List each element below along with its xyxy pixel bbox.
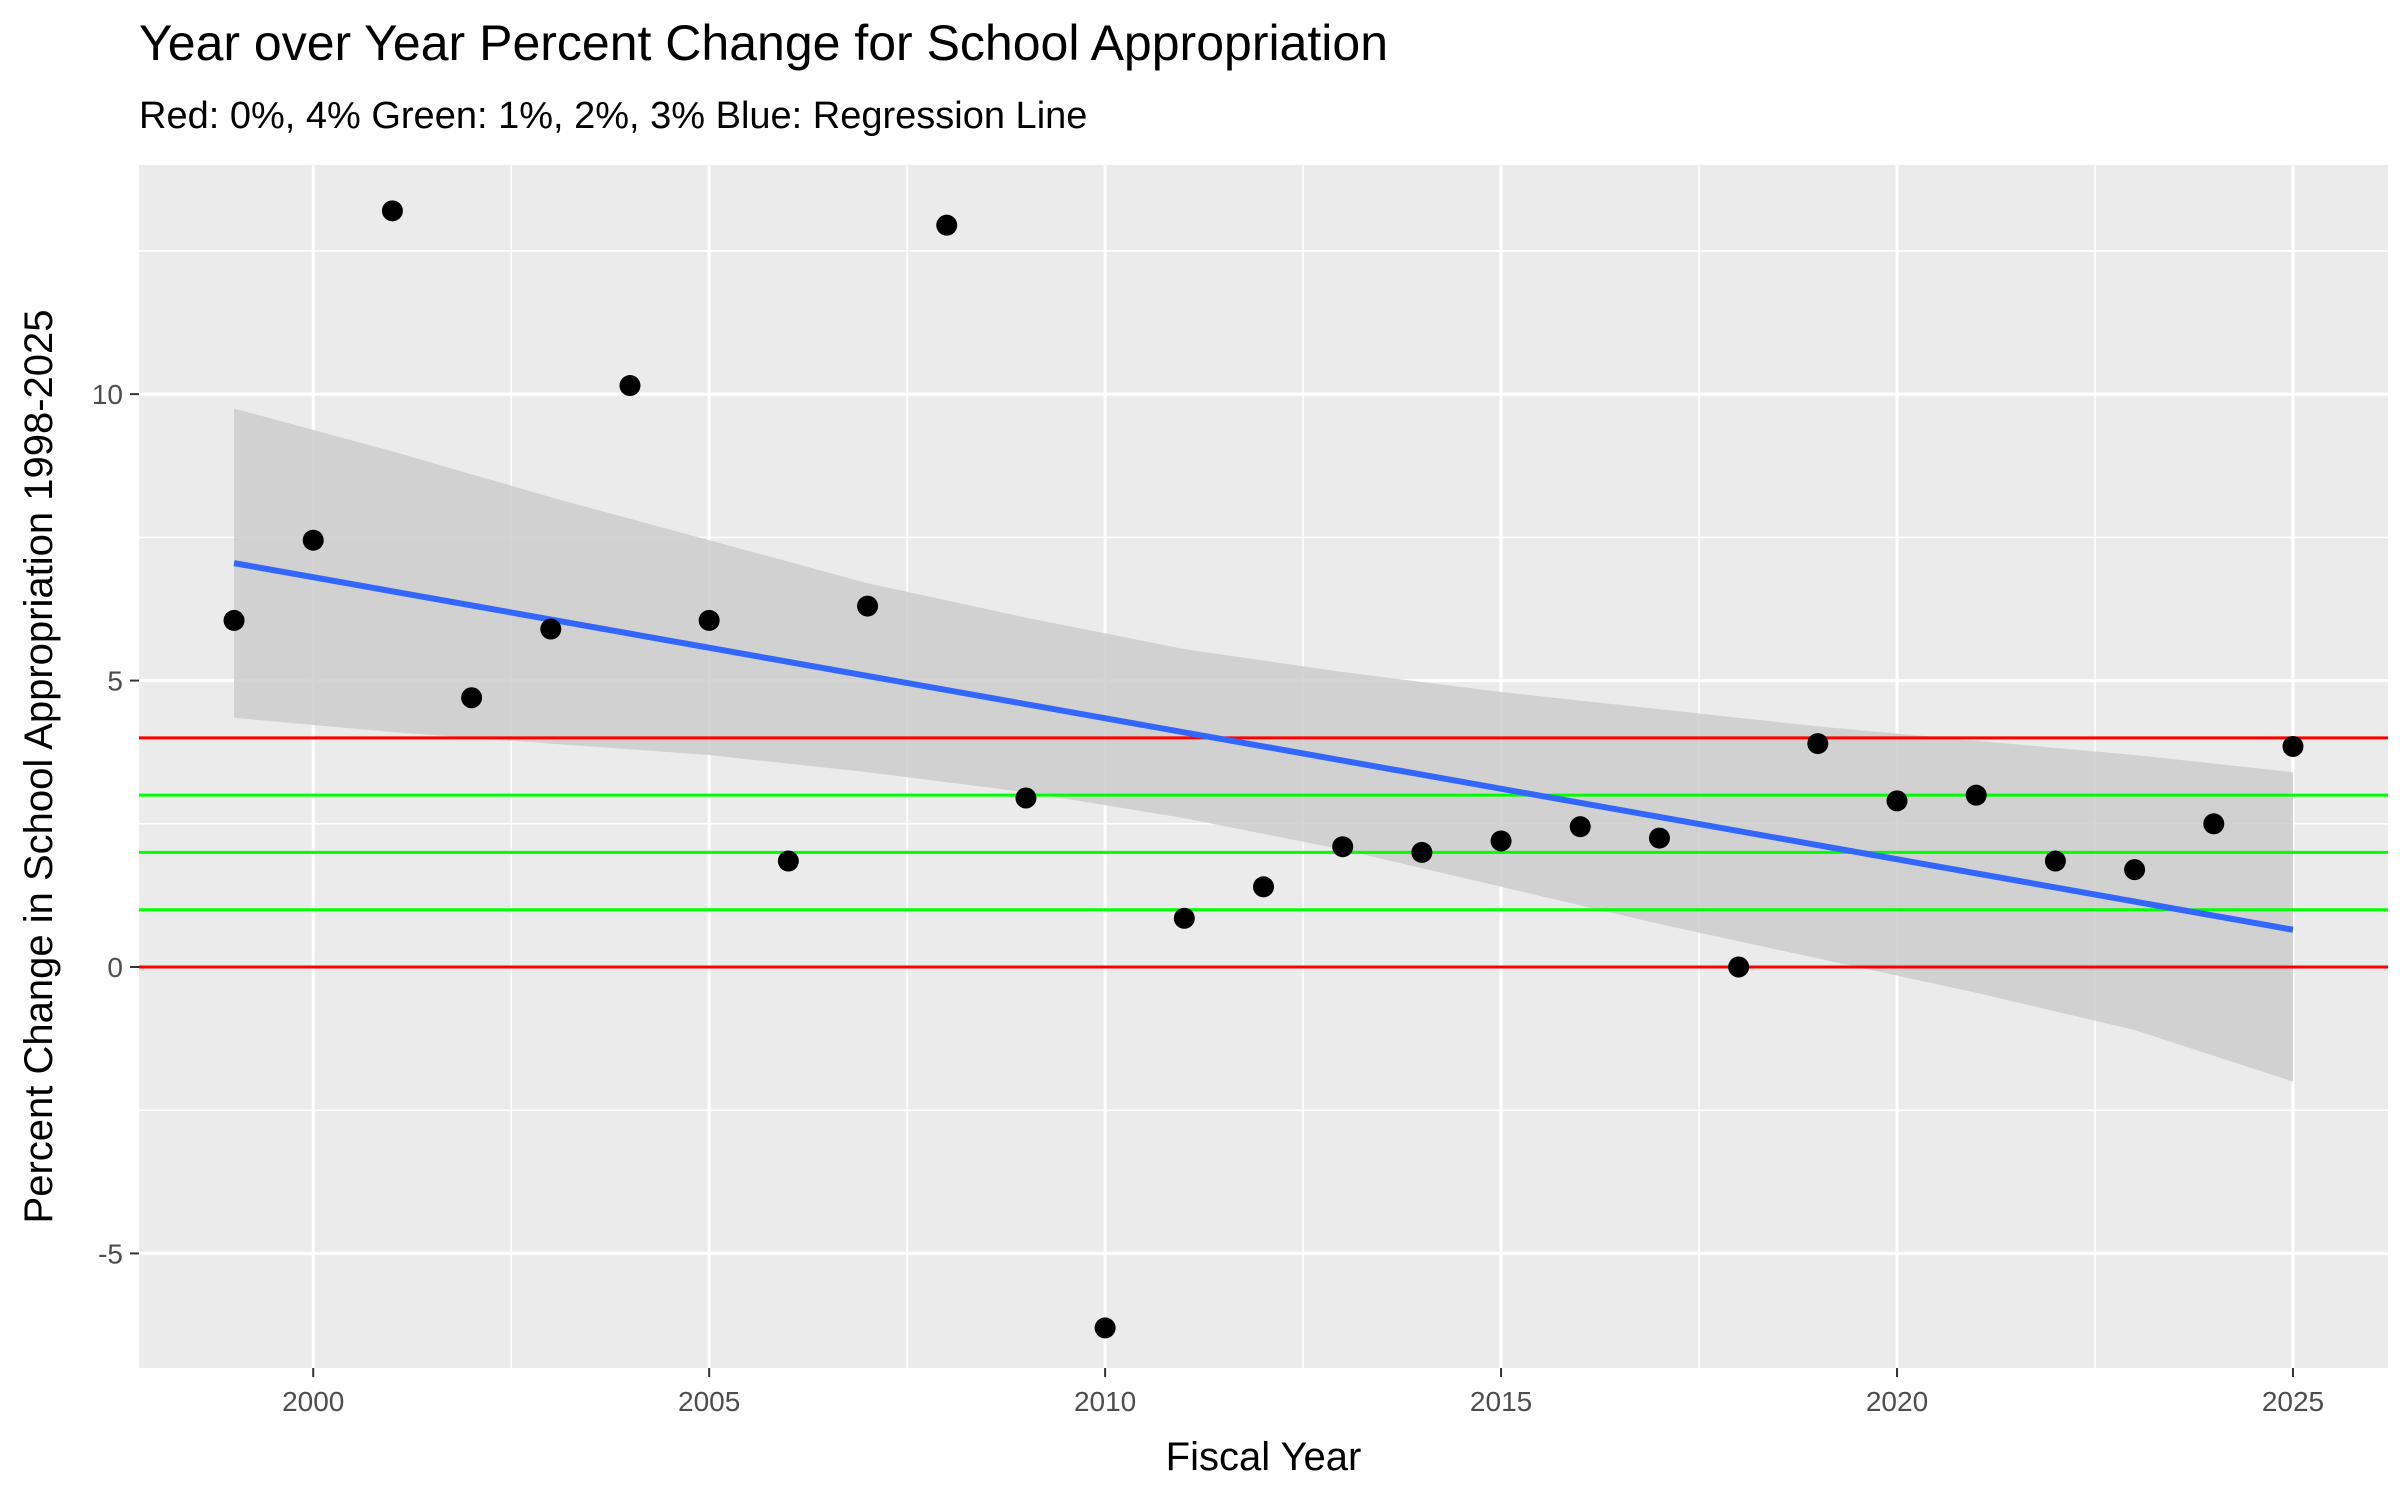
data-point-2000 — [302, 529, 324, 551]
y-axis: -5 0 5 10 — [92, 379, 139, 1269]
data-point-2011 — [1173, 907, 1195, 929]
data-point-2013 — [1332, 836, 1354, 858]
y-tick-label: -5 — [98, 1238, 123, 1269]
data-point-2010 — [1094, 1317, 1116, 1339]
data-point-2022 — [2044, 850, 2066, 872]
data-point-2006 — [777, 850, 799, 872]
data-point-2024 — [2203, 813, 2225, 835]
data-point-2019 — [1807, 733, 1829, 755]
data-point-2007 — [857, 595, 879, 617]
data-point-2015 — [1490, 830, 1512, 852]
data-point-2018 — [1728, 956, 1750, 978]
data-point-1999 — [223, 609, 245, 631]
x-tick-label: 2025 — [2262, 1386, 2324, 1417]
data-point-2008 — [936, 214, 958, 236]
data-point-2012 — [1253, 876, 1274, 898]
x-axis: 2000 2005 2010 2015 2020 2025 — [282, 1368, 2324, 1417]
x-tick-label: 2015 — [1470, 1386, 1532, 1417]
y-tick-label: 10 — [92, 379, 123, 410]
data-point-2025 — [2282, 735, 2304, 757]
regression-line — [233, 560, 2294, 933]
data-point-2004 — [619, 375, 641, 397]
data-point-2003 — [540, 618, 562, 640]
data-point-2014 — [1411, 841, 1433, 863]
data-point-2023 — [2124, 859, 2146, 881]
y-axis-title: Percent Change in School Appropriation 1… — [17, 310, 61, 1224]
data-point-2005 — [698, 609, 720, 631]
x-tick-label: 2005 — [678, 1386, 740, 1417]
data-point-2016 — [1569, 816, 1591, 838]
data-point-2002 — [461, 687, 483, 709]
chart-subtitle: Red: 0%, 4% Green: 1%, 2%, 3% Blue: Regr… — [139, 95, 1087, 137]
y-tick-label: 5 — [107, 666, 123, 697]
chart-title: Year over Year Percent Change for School… — [139, 15, 1388, 71]
x-axis-title: Fiscal Year — [1166, 1435, 1362, 1479]
data-point-2020 — [1886, 790, 1908, 812]
x-tick-label: 2010 — [1074, 1386, 1136, 1417]
data-point-2021 — [1965, 784, 1987, 806]
data-point-2009 — [1015, 787, 1037, 809]
data-point-2017 — [1648, 827, 1670, 849]
data-point-2001 — [381, 200, 403, 222]
x-tick-label: 2000 — [282, 1386, 344, 1417]
reference-lines — [139, 736, 2388, 969]
scatter-points — [223, 200, 2304, 1339]
y-tick-label: 0 — [107, 952, 123, 983]
x-tick-label: 2020 — [1866, 1386, 1928, 1417]
